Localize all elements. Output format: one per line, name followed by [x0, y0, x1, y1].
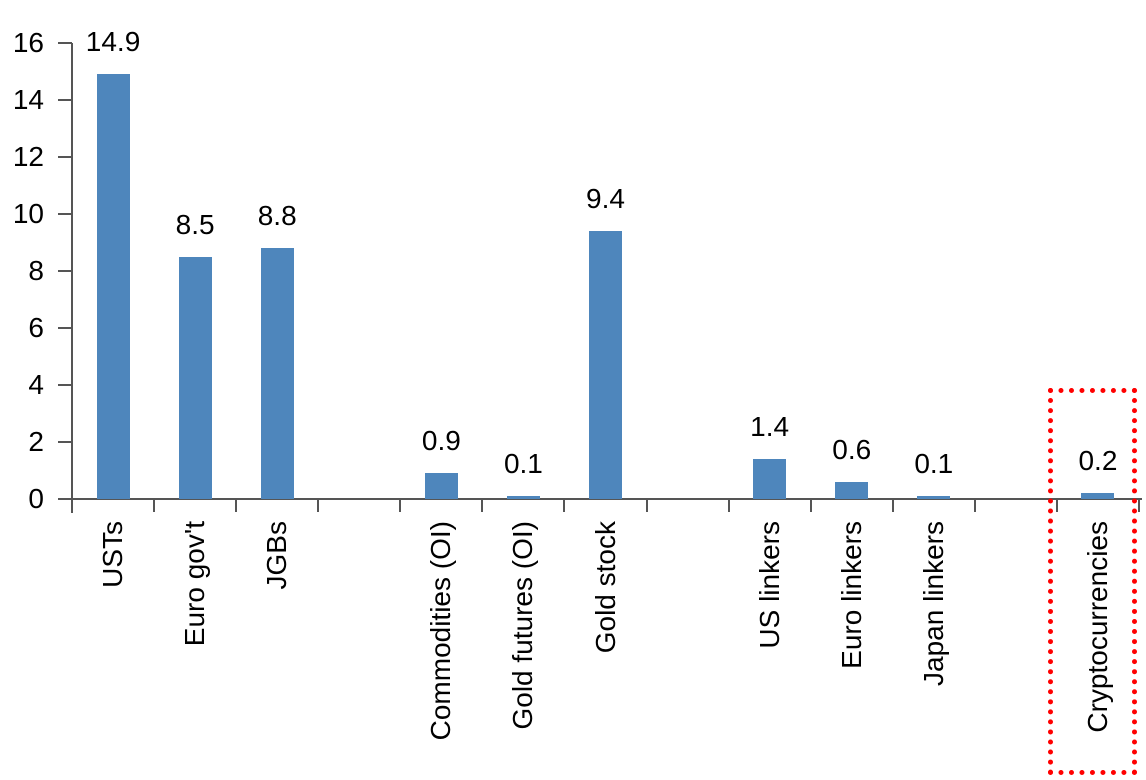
highlight-box-cryptocurrencies: [1048, 388, 1137, 775]
y-tick: [58, 213, 72, 215]
x-tick: [973, 499, 976, 512]
value-label-gold-futures-oi: 0.1: [503, 448, 543, 479]
x-label-jgbs: JGBs: [261, 521, 293, 590]
x-tick: [809, 499, 812, 512]
value-label-usts: 14.9: [85, 26, 141, 57]
y-tick-label: 14: [12, 84, 44, 115]
y-tick-label: 10: [12, 198, 44, 229]
y-tick: [58, 441, 72, 443]
x-tick: [1055, 499, 1058, 512]
y-tick: [58, 156, 72, 158]
x-label-japan-linkers: Japan linkers: [917, 521, 949, 686]
bar-euro-linkers: [835, 482, 869, 499]
y-tick: [58, 384, 72, 386]
x-tick: [727, 499, 730, 512]
value-label-japan-linkers: 0.1: [914, 448, 954, 479]
x-label-euro-linkers: Euro linkers: [835, 521, 867, 669]
bar-cryptocurrencies: [1081, 493, 1115, 499]
y-tick: [58, 327, 72, 329]
y-axis-line: [71, 43, 73, 513]
x-tick: [71, 499, 73, 512]
bar-usts: [96, 74, 130, 499]
x-tick: [399, 499, 402, 512]
bar-gold-futures-oi: [506, 496, 540, 499]
value-label-commodities-oi: 0.9: [421, 425, 461, 456]
y-tick: [58, 270, 72, 272]
x-label-euro-gov-t: Euro gov't: [179, 521, 211, 647]
x-tick: [645, 499, 648, 512]
x-tick: [153, 499, 156, 512]
x-label-gold-stock: Gold stock: [589, 521, 621, 654]
bar-japan-linkers: [917, 496, 951, 499]
bar-gold-stock: [589, 231, 622, 499]
y-tick-label: 16: [12, 27, 44, 58]
value-label-cryptocurrencies: 0.2: [1078, 445, 1118, 476]
bar-euro-gov-t: [178, 257, 212, 499]
value-label-euro-linkers: 0.6: [832, 434, 872, 465]
value-label-jgbs: 8.8: [257, 200, 297, 231]
y-tick-label: 0: [28, 483, 44, 514]
x-axis-line: [71, 498, 1142, 500]
y-tick-label: 6: [28, 312, 44, 343]
bar-jgbs: [260, 248, 294, 499]
x-tick: [481, 499, 484, 512]
y-tick: [58, 42, 72, 44]
x-label-us-linkers: US linkers: [753, 521, 785, 649]
bar-us-linkers: [753, 459, 787, 499]
y-tick: [58, 498, 72, 500]
y-tick-label: 2: [28, 426, 44, 457]
x-label-gold-futures-oi: Gold futures (OI): [507, 521, 539, 730]
y-tick: [58, 99, 72, 101]
y-tick-label: 8: [28, 255, 44, 286]
value-label-us-linkers: 1.4: [750, 411, 790, 442]
x-tick: [235, 499, 238, 512]
x-tick: [317, 499, 320, 512]
x-tick: [563, 499, 566, 512]
value-label-gold-stock: 9.4: [586, 183, 625, 214]
x-tick: [1138, 499, 1140, 512]
bar-commodities-oi: [424, 473, 458, 499]
x-label-usts: USTs: [97, 521, 129, 588]
y-tick-label: 4: [28, 369, 44, 400]
x-label-commodities-oi: Commodities (OI): [425, 521, 457, 741]
value-label-euro-gov-t: 8.5: [175, 209, 215, 240]
y-tick-label: 12: [12, 141, 44, 172]
x-tick: [891, 499, 894, 512]
